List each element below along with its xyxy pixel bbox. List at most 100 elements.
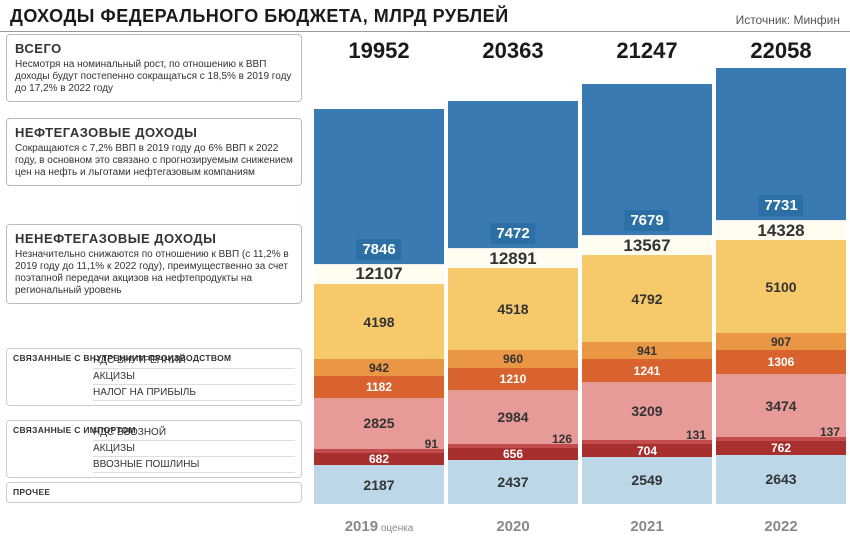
segment: 5100 [716, 240, 846, 333]
legend-other-label: ПРОЧЕЕ [13, 487, 87, 498]
box-total-text: Несмотря на номинальный рост, по отношен… [15, 59, 293, 95]
year-note: оценка [378, 523, 413, 534]
segment-value: 91 [425, 437, 438, 451]
legend-other: ПРОЧЕЕ [6, 482, 302, 503]
segment-value: 12891 [489, 249, 536, 269]
segment: 1241 [582, 359, 712, 382]
box-oil-title: НЕФТЕГАЗОВЫЕ ДОХОДЫ [15, 125, 293, 141]
segment-value: 656 [503, 447, 523, 461]
legend-item: НАЛОГ НА ПРИБЫЛЬ [93, 385, 295, 401]
segment-value: 2437 [497, 474, 528, 490]
segment-value: 942 [369, 361, 389, 375]
legend-domestic-label: СВЯЗАННЫЕ С ВНУТРЕННИМ ПРОИЗВОДСТВОМ [13, 353, 87, 401]
segment-value: 941 [637, 344, 657, 358]
segment-value: 2643 [765, 471, 796, 487]
box-oil: НЕФТЕГАЗОВЫЕ ДОХОДЫ Сокращаются с 7,2% В… [6, 118, 302, 186]
segment-value: 5100 [765, 279, 796, 295]
segment-value: 4198 [363, 314, 394, 330]
segment: 4792 [582, 255, 712, 342]
segment-value: 137 [820, 425, 840, 439]
year-column: 21247 7679 13567 4792 941 1241 3209 131 704 2549 2… [582, 32, 712, 537]
segment: 7731 [716, 68, 846, 220]
segment-value: 1241 [634, 364, 661, 378]
segment-value: 907 [771, 335, 791, 349]
segment-value: 1306 [768, 355, 795, 369]
year-label: 2022 [716, 518, 846, 535]
segment: 907 [716, 333, 846, 350]
segment-value: 2549 [631, 472, 662, 488]
segment: 2549 [582, 457, 712, 503]
segment-value: 960 [503, 352, 523, 366]
oil-gas-value: 7846 [356, 239, 401, 260]
segment: 762 [716, 441, 846, 455]
segment-value: 1182 [366, 380, 392, 394]
segment: 656 [448, 448, 578, 460]
segment-value: 131 [686, 428, 706, 442]
segment-value: 126 [552, 432, 572, 446]
segment: 941 [582, 342, 712, 359]
segment-value: 2187 [363, 477, 394, 493]
nonoil-total: 12891 [448, 248, 578, 268]
oil-gas-value: 7472 [490, 223, 535, 244]
segment: 1210 [448, 368, 578, 390]
segment-value: 704 [637, 444, 657, 458]
segment-value: 13567 [623, 236, 670, 256]
box-nonoil: НЕНЕФТЕГАЗОВЫЕ ДОХОДЫ Незначительно сниж… [6, 224, 302, 304]
oil-gas-value: 7731 [758, 195, 803, 216]
segment: 2643 [716, 455, 846, 503]
total-value: 21247 [582, 38, 712, 64]
segment-value: 12107 [355, 264, 402, 284]
segment-value: 2825 [363, 415, 394, 431]
segment: 2437 [448, 460, 578, 504]
year-column: 20363 7472 12891 4518 960 1210 2984 126 656 2437 2… [448, 32, 578, 537]
legend-item: ВВОЗНЫЕ ПОШЛИНЫ [93, 457, 295, 473]
source-label: Источник: Минфин [736, 13, 840, 27]
segment-value: 762 [771, 441, 791, 455]
segment: 960 [448, 350, 578, 367]
legend-item: НДС ВВОЗНОЙ [93, 425, 295, 441]
box-oil-text: Сокращаются с 7,2% ВВП в 2019 году до 6%… [15, 143, 293, 179]
nonoil-total: 12107 [314, 264, 444, 284]
segment: 7679 [582, 84, 712, 235]
segment: 7472 [448, 101, 578, 248]
box-nonoil-text: Незначительно снижаются по отношению к В… [15, 249, 293, 297]
legend-item: АКЦИЗЫ [93, 369, 295, 385]
segment-value: 3474 [765, 398, 796, 414]
segment: 942 [314, 359, 444, 376]
segment: 1306 [716, 350, 846, 374]
legend-domestic: СВЯЗАННЫЕ С ВНУТРЕННИМ ПРОИЗВОДСТВОМ НДС… [6, 348, 302, 406]
segment: 4198 [314, 284, 444, 360]
segment: 4518 [448, 268, 578, 350]
box-nonoil-title: НЕНЕФТЕГАЗОВЫЕ ДОХОДЫ [15, 231, 293, 247]
segment: 7846 [314, 109, 444, 263]
segment-value: 682 [369, 452, 389, 466]
year-column: 19952 7846 12107 4198 942 1182 2825 91 682 2187 20… [314, 32, 444, 537]
page-title: ДОХОДЫ ФЕДЕРАЛЬНОГО БЮДЖЕТА, МЛРД РУБЛЕЙ [10, 6, 509, 27]
year-label: 2020 [448, 518, 578, 535]
segment: 682 [314, 453, 444, 465]
nonoil-total: 14328 [716, 220, 846, 240]
total-value: 22058 [716, 38, 846, 64]
nonoil-total: 13567 [582, 235, 712, 255]
legend-imports: СВЯЗАННЫЕ С ИМПОРТОМ НДС ВВОЗНОЙ АКЦИЗЫ … [6, 420, 302, 478]
segment: 704 [582, 444, 712, 457]
segment-value: 4792 [631, 291, 662, 307]
legend-item: НДС ВНУТРЕННИЙ [93, 353, 295, 369]
total-value: 19952 [314, 38, 444, 64]
chart-container: 19952 7846 12107 4198 942 1182 2825 91 682 2187 20… [0, 32, 850, 537]
segment-value: 3209 [631, 403, 662, 419]
year-label: 2021 [582, 518, 712, 535]
segment-value: 2984 [497, 409, 528, 425]
year-column: 22058 7731 14328 5100 907 1306 3474 137 762 2643 2… [716, 32, 846, 537]
total-value: 20363 [448, 38, 578, 64]
box-total-title: ВСЕГО [15, 41, 293, 57]
year-label: 2019 оценка [314, 518, 444, 535]
segment: 2187 [314, 465, 444, 504]
legend-imports-label: СВЯЗАННЫЕ С ИМПОРТОМ [13, 425, 87, 473]
segment: 1182 [314, 376, 444, 397]
oil-gas-value: 7679 [624, 210, 669, 231]
legend-item: АКЦИЗЫ [93, 441, 295, 457]
segment-value: 4518 [497, 301, 528, 317]
box-total: ВСЕГО Несмотря на номинальный рост, по о… [6, 34, 302, 102]
segment-value: 1210 [500, 372, 527, 386]
